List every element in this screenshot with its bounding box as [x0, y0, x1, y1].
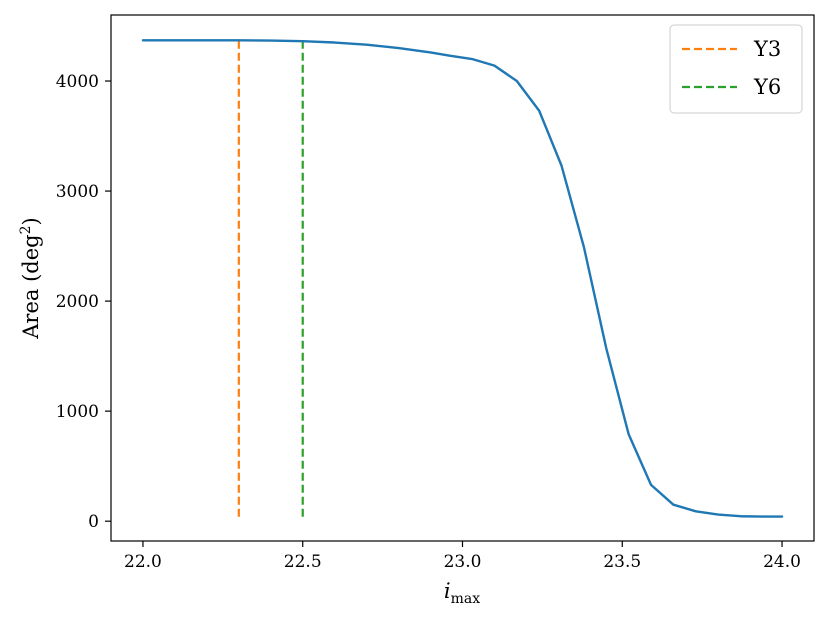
y-tick-label: 4000 [56, 72, 99, 92]
y-tick-label: 2000 [56, 292, 99, 312]
x-axis-label-main: i [444, 579, 451, 603]
y-tick-label: 1000 [56, 402, 99, 422]
x-tick-label: 22.0 [124, 552, 162, 572]
y-axis-label-main: Area (deg [19, 234, 43, 339]
legend-label-y3: Y3 [753, 37, 781, 61]
legend-label-y6: Y6 [753, 75, 781, 99]
y-axis-label-close: ) [19, 217, 43, 225]
y-axis-label: Area (deg2) [18, 217, 43, 339]
x-axis-label-sub: max [451, 591, 481, 607]
x-tick-label: 22.5 [284, 552, 322, 572]
y-tick-label: 0 [88, 512, 99, 532]
x-tick-label: 24.0 [763, 552, 801, 572]
x-tick-label: 23.0 [444, 552, 482, 572]
legend-box [669, 24, 803, 114]
x-axis-label: imax [444, 579, 480, 607]
legend: Y3 Y6 [669, 24, 803, 114]
series-line-0 [141, 39, 784, 518]
y-tick-label: 3000 [56, 182, 99, 202]
y-axis-label-sup: 2 [18, 225, 34, 234]
x-tick-label: 23.5 [603, 552, 641, 572]
